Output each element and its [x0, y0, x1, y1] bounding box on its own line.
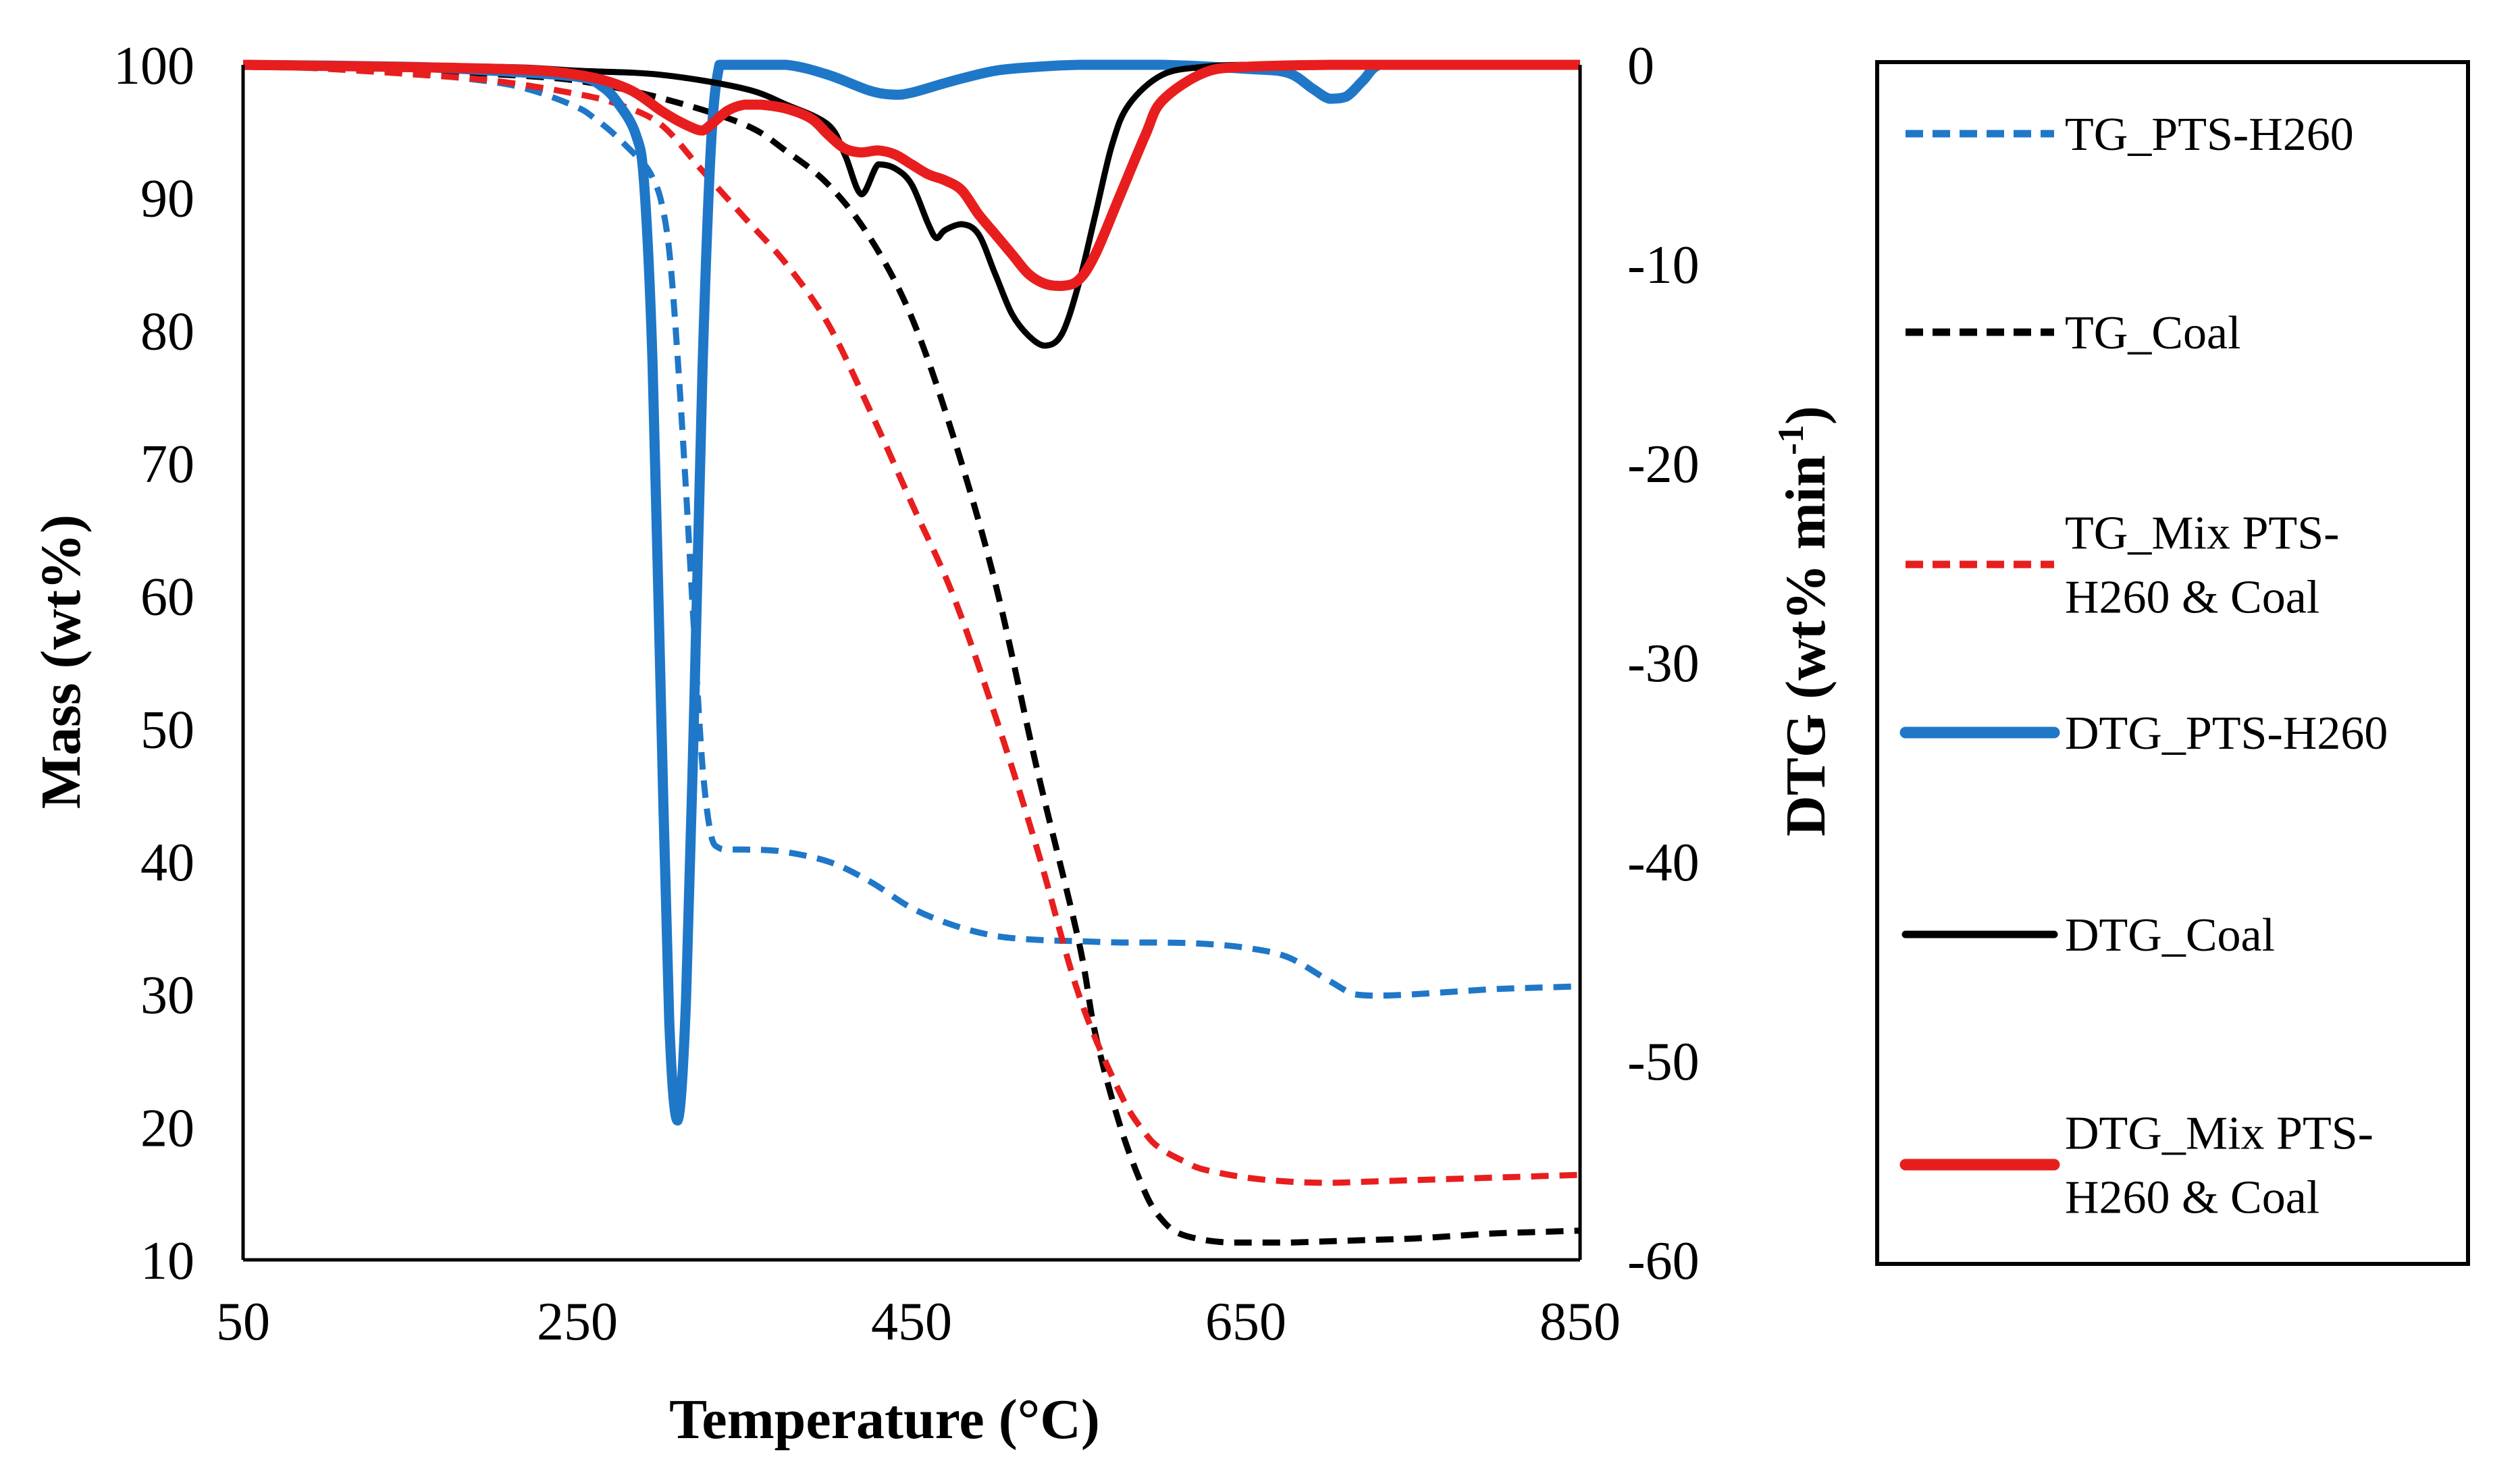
y-right-axis-title: DTG (wt% min-1)	[1770, 406, 1837, 837]
x-axis-title: Temperature (°C)	[669, 1388, 1100, 1451]
legend-label: DTG_Mix PTS-	[2065, 1108, 2373, 1160]
y-left-tick-label: 20	[140, 1098, 194, 1158]
y-left-axis-title: Mass (wt%)	[30, 514, 93, 809]
series-line-dtg-mix-pts-h260-coal	[243, 59, 1580, 291]
x-tick-label: 450	[871, 1292, 952, 1352]
legend-label: TG_Coal	[2065, 307, 2241, 359]
y-right-tick-label: -40	[1627, 833, 1700, 893]
y-left-tick-label: 70	[140, 435, 194, 494]
y-left-tick-label: 80	[140, 302, 194, 361]
y-left-tick-label: 40	[140, 833, 194, 893]
x-tick-label: 50	[216, 1292, 270, 1352]
legend: TG_PTS-H260 TG_Coal TG_Mix PTS- H260 & Coal…	[1875, 60, 2470, 1266]
legend-entry-tg-pts-h260: TG_PTS-H260	[1906, 109, 2354, 161]
y-left-tick-label: 60	[140, 568, 194, 627]
y-left-tick-label: 100	[113, 36, 194, 96]
y-right-tick-label: -30	[1627, 634, 1700, 693]
legend-entry-dtg-pts-h260: DTG_PTS-H260	[1899, 708, 2388, 760]
y-right-tick-label: -60	[1627, 1231, 1700, 1291]
legend-entry-dtg-mix-pts-h260-coal: DTG_Mix PTS- H260 & Coal	[1899, 1108, 2373, 1224]
x-tick-label: 650	[1205, 1292, 1286, 1352]
y-right-tick-label: 0	[1627, 36, 1654, 96]
y-right-axis-title-main: DTG (wt% min	[1775, 455, 1837, 837]
series-line-tg-pts-h260	[243, 61, 1580, 999]
axes-layer	[241, 65, 1582, 1262]
legend-entry-tg-coal: TG_Coal	[1906, 307, 2241, 359]
y-right-axis-title-superscript: -1	[1770, 425, 1811, 455]
legend-label: TG_Mix PTS-	[2065, 508, 2339, 560]
y-left-tick-label: 50	[140, 700, 194, 760]
legend-label: H260 & Coal	[2065, 1172, 2319, 1224]
x-tick-label: 850	[1540, 1292, 1621, 1352]
y-right-axis-title-close: )	[1775, 406, 1837, 425]
legend-label: DTG_PTS-H260	[2065, 708, 2388, 760]
y-left-tick-label: 30	[140, 966, 194, 1026]
x-tick-label: 250	[537, 1292, 618, 1352]
legend-box	[1875, 60, 2470, 1266]
legend-label: H260 & Coal	[2065, 572, 2319, 624]
series-line-tg-mix-pts-h260-coal	[243, 61, 1580, 1186]
y-right-tick-label: -20	[1627, 435, 1700, 494]
legend-label: DTG_Coal	[2065, 909, 2275, 961]
legend-label: TG_PTS-H260	[2065, 109, 2354, 161]
legend-entry-tg-mix-pts-h260-coal: TG_Mix PTS- H260 & Coal	[1906, 508, 2339, 624]
series-line-dtg-pts-h260	[243, 59, 1580, 1125]
series-layer	[243, 59, 1580, 1246]
y-right-tick-label: -10	[1627, 236, 1700, 295]
y-right-tick-label: -50	[1627, 1032, 1700, 1092]
y-left-tick-label: 10	[140, 1231, 194, 1291]
legend-entry-dtg-coal: DTG_Coal	[1901, 909, 2275, 961]
ticks-layer: 50 250 450 650 850 10 20 30 40 50 60 70 80 90 100 0 -10 -…	[113, 36, 1700, 1352]
y-left-tick-label: 90	[140, 169, 194, 229]
